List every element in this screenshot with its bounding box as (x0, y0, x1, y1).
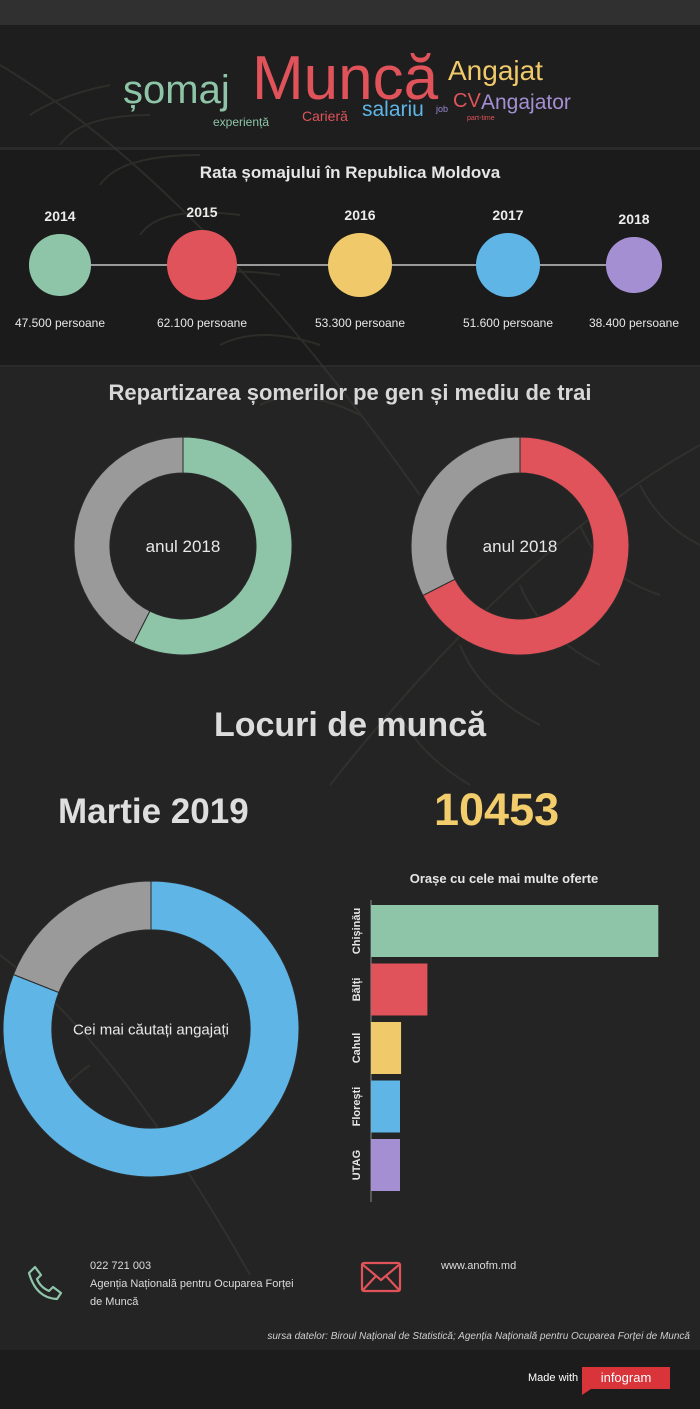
donut-chart-environment: anul 2018 (410, 436, 630, 656)
agency-name-line2: de Muncă (90, 1296, 139, 1308)
donut-slice (2, 880, 300, 1178)
timeline-value-label: 47.500 persoane (14, 316, 106, 330)
word-cloud-word: Angajat (448, 55, 543, 86)
phone-number: 022 721 003 (90, 1260, 152, 1272)
word-cloud-word: Angajator (481, 91, 571, 114)
bar-category-label: Chișinău (351, 908, 363, 954)
timeline-value-label: 53.300 persoane (314, 316, 406, 330)
donut-chart-sought-employees: Cei mai căutați angajați (2, 880, 300, 1178)
bar (371, 1022, 402, 1074)
gender-section-title: Repartizarea șomerilor pe gen și mediu d… (108, 380, 592, 405)
job-count: 10453 (434, 784, 560, 835)
bar (371, 905, 659, 957)
timeline-circle (29, 234, 91, 296)
word-cloud-word: Muncă (252, 44, 439, 113)
timeline-year: 2017 (492, 207, 524, 224)
timeline-year: 2014 (44, 208, 76, 225)
contact-phone-block: 022 721 003 Agenția Națională pentru Ocu… (90, 1257, 330, 1311)
bar (371, 1139, 400, 1191)
timeline-circle (327, 232, 393, 298)
website-link[interactable]: www.anofm.md (441, 1260, 517, 1272)
bar (371, 1080, 400, 1133)
month-label: Martie 2019 (58, 792, 249, 831)
timeline-value-label: 51.600 persoane (462, 316, 554, 330)
timeline-title: Rata șomajului în Republica Moldova (199, 163, 501, 182)
bar-category-label: UTAG (351, 1150, 363, 1180)
donut-center-label: Cei mai căutați angajați (73, 1021, 229, 1038)
data-source: sursa datelor: Biroul Național de Statis… (267, 1331, 690, 1342)
jobs-section-title: Locuri de muncă (213, 706, 487, 744)
word-cloud-word: șomaj (123, 68, 230, 112)
donut-chart-gender: anul 2018 (73, 436, 293, 656)
infogram-logo[interactable] (582, 1367, 670, 1389)
bar-category-label: Florești (351, 1087, 363, 1127)
timeline-year: 2016 (344, 206, 376, 223)
top-bar (0, 0, 700, 25)
infogram-logo-tail (582, 1387, 594, 1395)
timeline-circle (476, 233, 540, 297)
donut-slice (12, 880, 152, 994)
word-cloud-word: part-time (467, 115, 495, 122)
timeline-value-label: 62.100 persoane (156, 316, 248, 330)
word-cloud-word: Carieră (302, 108, 348, 124)
made-with-label: Made with (528, 1372, 579, 1384)
phone-icon (27, 1265, 63, 1301)
agency-name-line1: Agenția Națională pentru Ocuparea Forței (90, 1278, 294, 1290)
donut-slice (410, 436, 521, 597)
bar-chart-cities: Chișinău Bălți Cahul Florești UTAG (351, 900, 659, 1202)
word-cloud-word: job (436, 104, 449, 114)
bar-chart-title: Orașe cu cele mai multe oferte (409, 871, 599, 886)
bar-category-label: Cahul (351, 1033, 363, 1064)
donut-slice (422, 436, 630, 656)
word-cloud-word: CV (453, 90, 481, 112)
timeline-circle (167, 230, 237, 300)
timeline-value-label: 38.400 persoane (588, 316, 680, 330)
timeline-year: 2015 (186, 204, 218, 220)
bar (371, 963, 428, 1016)
word-cloud-word: salariu (362, 98, 424, 121)
word-cloud-word: experiență (213, 115, 270, 129)
infogram-logo-text: infogram (600, 1370, 652, 1385)
donut-slice (132, 436, 293, 656)
timeline-year: 2018 (618, 211, 650, 228)
envelope-icon (360, 1261, 402, 1293)
timeline-circle (606, 237, 662, 293)
donut-center-label: anul 2018 (146, 537, 221, 556)
donut-center-label: anul 2018 (483, 537, 558, 556)
bar-category-label: Bălți (351, 978, 363, 1002)
donut-slice (73, 436, 184, 644)
